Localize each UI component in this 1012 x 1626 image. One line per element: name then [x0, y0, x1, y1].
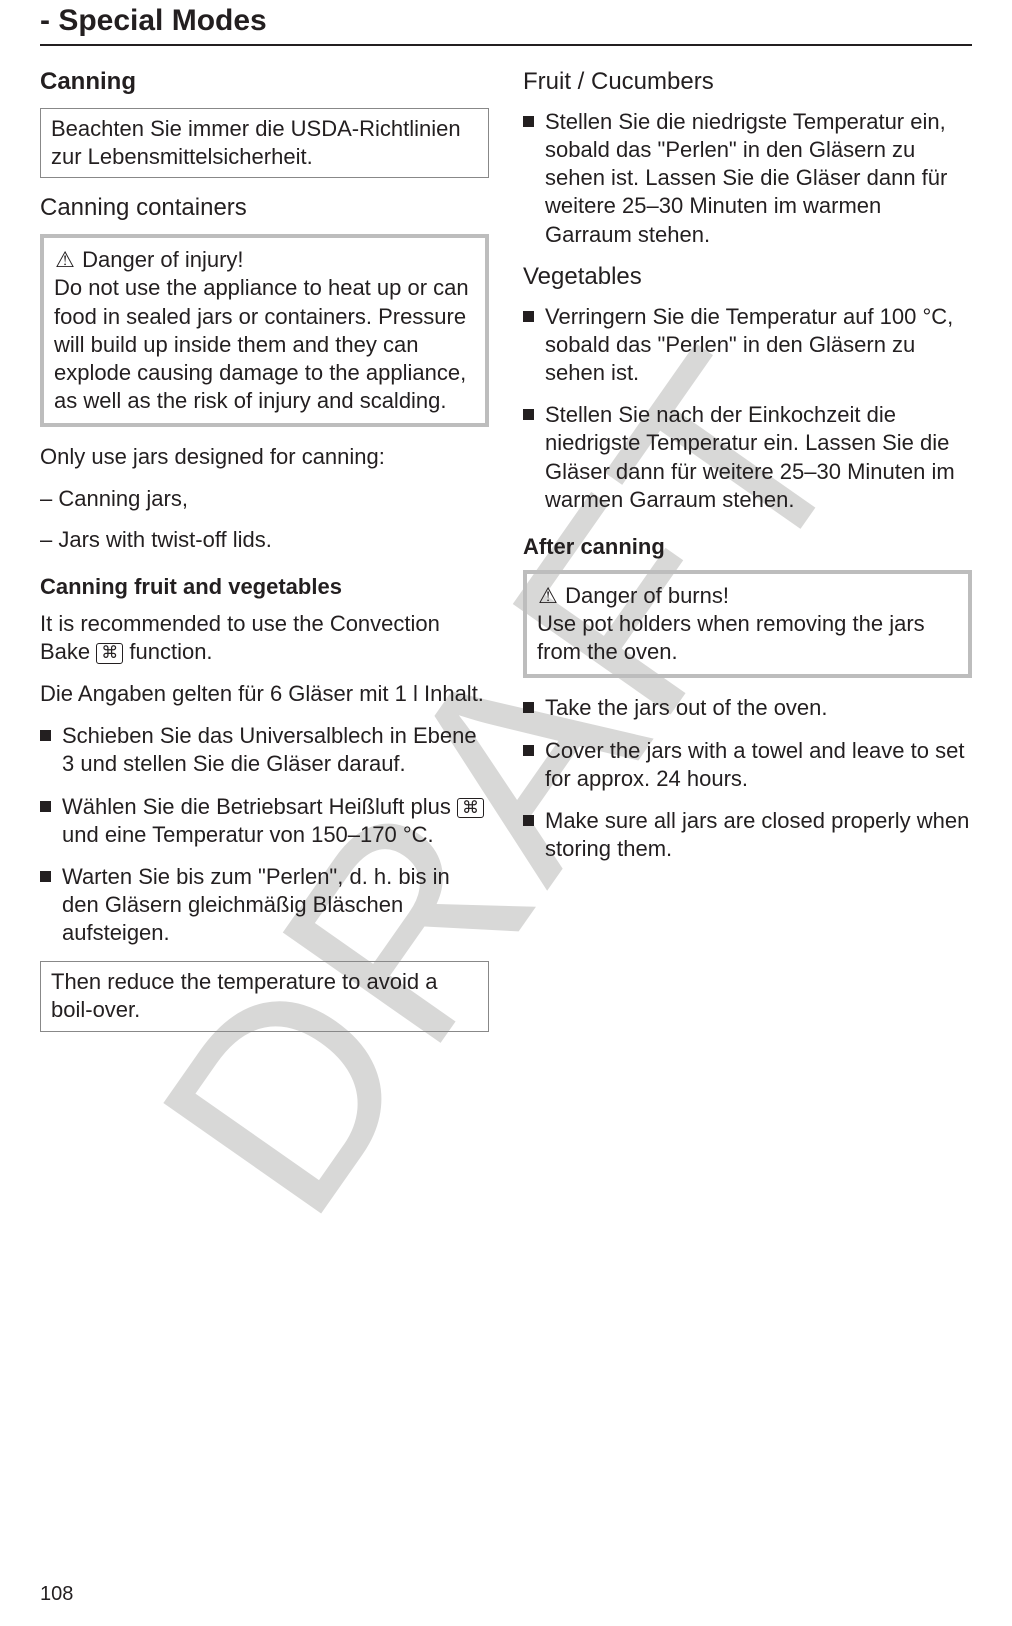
list-item: Wählen Sie die Betriebsart Heißluft plus… [40, 793, 489, 849]
warning-injury-body: Do not use the appliance to heat up or c… [54, 274, 475, 415]
heading-fruit-veg: Canning fruit and vegetables [40, 574, 489, 600]
veg-steps: Verringern Sie die Temperatur auf 100 °C… [523, 303, 972, 514]
warning-burns: ⚠ Danger of burns! Use pot holders when … [523, 570, 972, 678]
warning-burns-body: Use pot holders when removing the jars f… [537, 610, 958, 666]
callout-usda-text: Beachten Sie immer die USDA-Richtlinien … [51, 115, 478, 171]
list-item: Jars with twist-off lids. [40, 526, 489, 554]
list-item: Canning jars, [40, 485, 489, 513]
step-text: und eine Temperatur von 150–170 °C. [62, 822, 434, 847]
list-item: Stellen Sie die niedrigste Temperatur ei… [523, 108, 972, 249]
jar-list: Canning jars, Jars with twist-off lids. [40, 485, 489, 553]
callout-usda: Beachten Sie immer die USDA-Richtlinien … [40, 108, 489, 178]
recommendation-text: It is recommended to use the Convection … [40, 610, 489, 666]
warning-injury: ⚠ Danger of injury! Do not use the appli… [40, 234, 489, 427]
fruit-steps: Stellen Sie die niedrigste Temperatur ei… [523, 108, 972, 249]
page-number: 108 [40, 1583, 73, 1606]
list-item: Make sure all jars are closed properly w… [523, 807, 972, 863]
fan-icon: ⌘ [457, 798, 484, 819]
list-item: Stellen Sie nach der Einkochzeit die nie… [523, 401, 972, 514]
list-item: Take the jars out of the oven. [523, 694, 972, 722]
only-use-text: Only use jars designed for canning: [40, 443, 489, 471]
heading-after-canning: After canning [523, 534, 972, 560]
list-item: Verringern Sie die Temperatur auf 100 °C… [523, 303, 972, 387]
right-column: Fruit / Cucumbers Stellen Sie die niedri… [523, 68, 972, 1048]
warning-burns-title: ⚠ Danger of burns! [537, 582, 958, 610]
canning-steps: Schieben Sie das Universalblech in Ebene… [40, 722, 489, 947]
heading-fruit-cucumbers: Fruit / Cucumbers [523, 68, 972, 96]
angaben-text: Die Angaben gelten für 6 Gläser mit 1 l … [40, 680, 489, 708]
heading-canning: Canning [40, 68, 489, 96]
columns: Canning Beachten Sie immer die USDA-Rich… [40, 68, 972, 1048]
list-item: Schieben Sie das Universalblech in Ebene… [40, 722, 489, 778]
list-item: Warten Sie bis zum "Perlen", d. h. bis i… [40, 863, 489, 947]
rec-post: function. [123, 639, 212, 664]
list-item: Cover the jars with a towel and leave to… [523, 737, 972, 793]
step-text: Wählen Sie die Betriebsart Heißluft plus [62, 794, 457, 819]
heading-containers: Canning containers [40, 194, 489, 222]
left-column: Canning Beachten Sie immer die USDA-Rich… [40, 68, 489, 1048]
title-rule [40, 44, 972, 46]
heading-vegetables: Vegetables [523, 263, 972, 291]
warning-injury-title-text: Danger of injury! [76, 247, 244, 272]
warning-icon: ⚠ [54, 246, 76, 274]
warning-injury-title: ⚠ Danger of injury! [54, 246, 475, 274]
page-content: - Special Modes Canning Beachten Sie imm… [40, 4, 972, 1048]
fan-icon: ⌘ [96, 643, 123, 664]
callout-reduce: Then reduce the temperature to avoid a b… [40, 961, 489, 1031]
warning-burns-title-text: Danger of burns! [559, 583, 729, 608]
warning-icon: ⚠ [537, 582, 559, 610]
callout-reduce-text: Then reduce the temperature to avoid a b… [51, 968, 478, 1024]
page-title: - Special Modes [40, 4, 972, 38]
after-steps: Take the jars out of the oven. Cover the… [523, 694, 972, 863]
